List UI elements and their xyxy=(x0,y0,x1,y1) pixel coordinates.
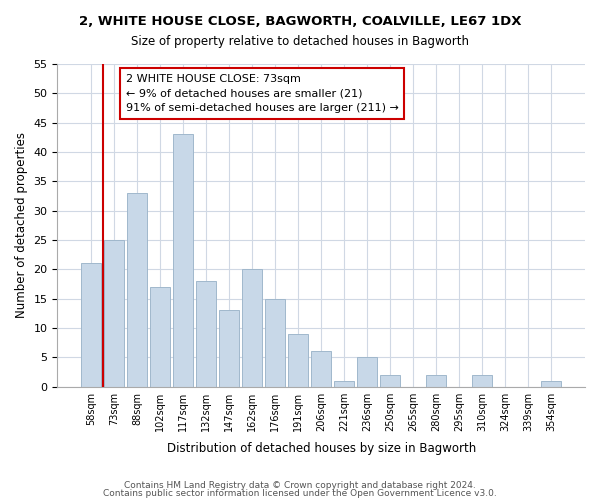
Bar xyxy=(541,381,561,386)
Bar xyxy=(289,334,308,386)
Text: 2 WHITE HOUSE CLOSE: 73sqm
← 9% of detached houses are smaller (21)
91% of semi-: 2 WHITE HOUSE CLOSE: 73sqm ← 9% of detac… xyxy=(126,74,399,114)
Text: Contains public sector information licensed under the Open Government Licence v3: Contains public sector information licen… xyxy=(103,488,497,498)
X-axis label: Distribution of detached houses by size in Bagworth: Distribution of detached houses by size … xyxy=(167,442,476,455)
Bar xyxy=(427,375,446,386)
Text: Size of property relative to detached houses in Bagworth: Size of property relative to detached ho… xyxy=(131,35,469,48)
Bar xyxy=(358,358,377,386)
Text: Contains HM Land Registry data © Crown copyright and database right 2024.: Contains HM Land Registry data © Crown c… xyxy=(124,481,476,490)
Bar xyxy=(242,270,262,386)
Bar xyxy=(82,264,101,386)
Bar xyxy=(173,134,193,386)
Bar xyxy=(265,298,285,386)
Bar xyxy=(196,281,216,386)
Bar xyxy=(220,310,239,386)
Bar xyxy=(311,352,331,386)
Bar xyxy=(334,381,354,386)
Text: 2, WHITE HOUSE CLOSE, BAGWORTH, COALVILLE, LE67 1DX: 2, WHITE HOUSE CLOSE, BAGWORTH, COALVILL… xyxy=(79,15,521,28)
Bar xyxy=(104,240,124,386)
Bar xyxy=(380,375,400,386)
Bar xyxy=(151,287,170,386)
Y-axis label: Number of detached properties: Number of detached properties xyxy=(15,132,28,318)
Bar xyxy=(472,375,492,386)
Bar xyxy=(127,193,147,386)
